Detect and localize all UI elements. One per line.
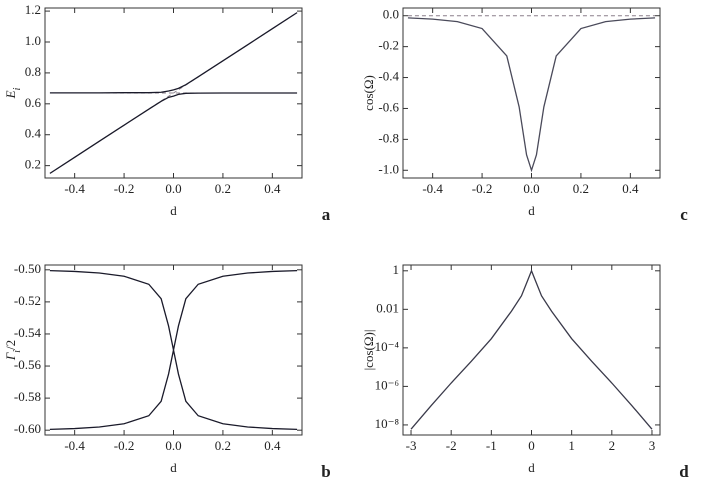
y-tick-label: 0.4	[25, 126, 42, 141]
y-tick-label: 1.0	[25, 33, 41, 48]
y-tick-label: -0.52	[14, 293, 41, 308]
y-tick-label: -0.6	[378, 99, 399, 114]
series-line	[49, 269, 298, 351]
series-line	[410, 269, 653, 430]
x-tick-label: 0.2	[215, 181, 231, 196]
x-tick-label: 0.4	[264, 438, 281, 453]
y-tick-label: -0.56	[14, 357, 42, 372]
y-axis-label-part: i	[12, 350, 23, 353]
y-tick-label: -0.50	[14, 261, 41, 276]
x-tick-label: 0.2	[573, 181, 589, 196]
panel-letter: b	[321, 462, 330, 481]
x-tick-label: -1	[486, 438, 497, 453]
y-axis-label-part: Γ	[3, 352, 18, 361]
x-axis-label: d	[170, 203, 177, 218]
x-tick-label: 0.0	[165, 438, 181, 453]
x-tick-label: 0.0	[165, 181, 181, 196]
x-tick-label: -0.4	[422, 181, 443, 196]
x-tick-label: -0.4	[64, 438, 85, 453]
x-axis-label: d	[170, 460, 177, 475]
x-axis-label: d	[528, 460, 535, 475]
x-tick-label: 3	[649, 438, 656, 453]
y-tick-label: 0.01	[376, 300, 399, 315]
x-tick-label: -0.4	[64, 181, 85, 196]
y-tick-label: -0.8	[378, 130, 399, 145]
y-axis-label-part: i	[12, 87, 23, 90]
y-axis-label-part: cos(Ω)	[361, 75, 376, 111]
series-line	[49, 12, 298, 94]
x-tick-label: 0.2	[215, 438, 231, 453]
y-tick-label: 10⁻⁴	[375, 339, 400, 354]
y-tick-label: 0.6	[25, 95, 42, 110]
y-tick-label: 10⁻⁶	[375, 377, 399, 392]
x-tick-label: 0.4	[622, 181, 639, 196]
series-line	[407, 17, 656, 173]
series-line	[49, 349, 298, 431]
y-tick-label: 0.2	[25, 157, 41, 172]
y-axis-label: cos(Ω)	[361, 75, 376, 111]
panel-letter: d	[679, 462, 689, 481]
y-tick-label: -0.60	[14, 421, 41, 436]
plot-frame	[402, 264, 661, 436]
x-tick-label: 1	[568, 438, 575, 453]
y-tick-label: 0.8	[25, 64, 41, 79]
panel-letter: c	[680, 205, 688, 224]
y-tick-label: -0.54	[14, 325, 42, 340]
plot-frame	[402, 7, 661, 179]
y-tick-label: 0.0	[383, 7, 399, 22]
y-tick-label: -0.4	[378, 69, 399, 84]
panel-letter: a	[322, 205, 331, 224]
x-tick-label: -0.2	[114, 438, 135, 453]
x-axis-label: d	[528, 203, 535, 218]
x-tick-label: 0.0	[523, 181, 539, 196]
y-tick-label: -0.2	[378, 38, 399, 53]
y-axis-label-part: |cos(Ω)|	[361, 330, 376, 371]
y-tick-label: -1.0	[378, 161, 399, 176]
series-line	[49, 92, 298, 174]
y-axis-label: Γi/2	[3, 340, 23, 361]
y-axis-label-part: E	[3, 90, 18, 99]
y-axis-label-part: /2	[3, 340, 18, 350]
x-tick-label: -3	[406, 438, 417, 453]
x-tick-label: -0.2	[472, 181, 493, 196]
y-tick-label: -0.58	[14, 389, 41, 404]
x-tick-label: 2	[609, 438, 616, 453]
y-tick-label: 10⁻⁸	[375, 416, 400, 431]
x-tick-label: -2	[446, 438, 457, 453]
y-tick-label: 1.2	[25, 2, 41, 17]
x-tick-label: -0.2	[114, 181, 135, 196]
x-tick-label: 0.4	[264, 181, 281, 196]
x-tick-label: 0	[528, 438, 535, 453]
y-axis-label: |cos(Ω)|	[361, 330, 376, 371]
y-axis-label: Ei	[3, 87, 23, 99]
y-tick-label: 1	[393, 262, 400, 277]
